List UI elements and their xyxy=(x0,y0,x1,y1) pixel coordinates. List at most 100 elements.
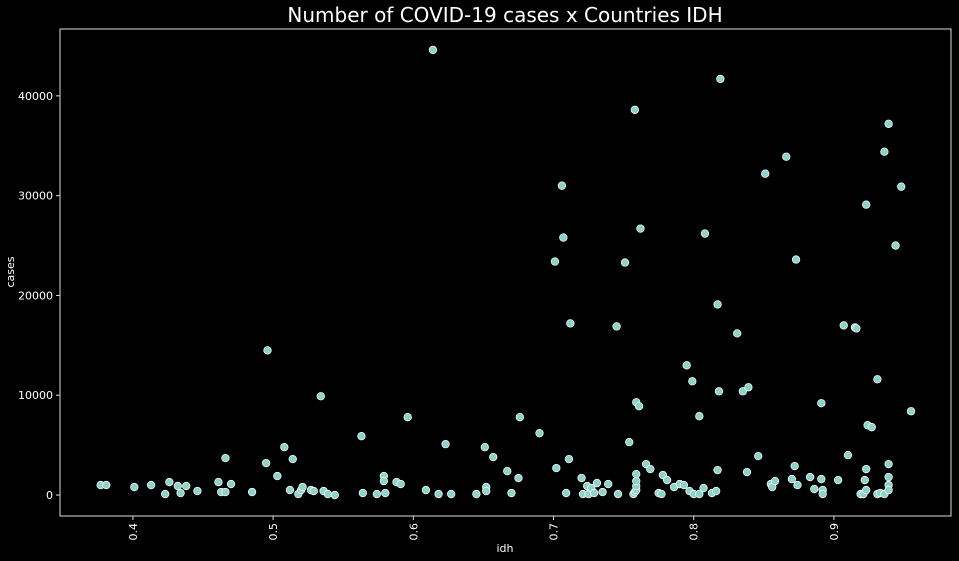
point xyxy=(695,412,704,421)
point xyxy=(688,377,697,386)
point xyxy=(862,200,871,209)
point xyxy=(428,45,438,55)
point xyxy=(421,485,431,495)
point xyxy=(592,478,602,488)
point xyxy=(790,461,799,471)
point xyxy=(396,479,405,489)
point xyxy=(714,387,724,396)
point xyxy=(130,482,139,492)
point xyxy=(515,413,525,422)
point xyxy=(514,473,523,483)
point xyxy=(682,361,691,370)
x-tick-label: 0.5 xyxy=(267,523,280,541)
point xyxy=(535,429,544,438)
point xyxy=(214,477,223,487)
point xyxy=(577,473,586,483)
point xyxy=(867,423,876,432)
point xyxy=(884,472,893,482)
point xyxy=(679,480,689,490)
point xyxy=(557,181,567,190)
point xyxy=(810,484,819,494)
point xyxy=(263,346,272,355)
point xyxy=(507,488,516,498)
point xyxy=(176,488,185,498)
point xyxy=(630,105,639,114)
point xyxy=(472,489,481,499)
point xyxy=(273,471,282,481)
point xyxy=(906,407,916,416)
x-tick-label: 0.9 xyxy=(828,523,841,541)
point xyxy=(146,480,156,490)
point xyxy=(761,169,770,178)
point xyxy=(552,463,561,473)
point xyxy=(818,489,827,499)
point xyxy=(862,485,871,495)
point xyxy=(699,483,708,493)
point xyxy=(193,486,202,496)
point xyxy=(782,152,791,161)
point xyxy=(482,486,491,496)
point xyxy=(733,329,742,338)
y-tick-label: 20000 xyxy=(18,289,53,302)
point xyxy=(833,475,843,485)
point xyxy=(657,489,666,499)
point xyxy=(285,485,295,495)
point xyxy=(503,466,512,476)
y-axis-label: cases xyxy=(4,256,17,287)
point xyxy=(632,476,641,486)
y-tick-label: 40000 xyxy=(18,90,53,103)
point xyxy=(559,233,568,242)
point xyxy=(221,453,230,463)
point xyxy=(713,465,722,475)
point xyxy=(434,489,443,499)
x-tick-label: 0.8 xyxy=(688,523,701,541)
point xyxy=(897,182,906,191)
point xyxy=(817,474,826,484)
point xyxy=(372,489,382,499)
y-tick-label: 0 xyxy=(46,489,53,502)
point xyxy=(561,488,571,498)
point xyxy=(884,485,893,495)
point xyxy=(288,454,297,464)
point xyxy=(381,488,390,498)
point xyxy=(357,432,366,441)
point xyxy=(862,464,871,474)
point xyxy=(791,255,801,264)
point xyxy=(880,147,889,156)
point xyxy=(843,450,853,460)
point xyxy=(744,383,753,392)
point xyxy=(716,74,725,84)
point xyxy=(173,481,182,491)
point xyxy=(550,257,560,266)
point xyxy=(379,476,389,486)
point xyxy=(161,489,170,499)
point xyxy=(613,489,623,499)
point xyxy=(309,486,318,496)
point xyxy=(182,481,191,491)
point xyxy=(884,119,893,128)
point xyxy=(839,321,848,330)
point xyxy=(590,488,599,498)
point xyxy=(280,442,289,452)
point xyxy=(742,467,752,477)
x-tick-label: 0.4 xyxy=(127,523,140,541)
point xyxy=(770,476,780,486)
point xyxy=(860,475,869,485)
point xyxy=(604,479,613,489)
point xyxy=(793,480,802,490)
point xyxy=(625,438,634,447)
x-tick-label: 0.6 xyxy=(407,523,420,541)
y-tick-label: 30000 xyxy=(18,190,53,203)
point xyxy=(754,451,763,461)
point xyxy=(447,489,456,499)
point xyxy=(873,375,882,384)
point xyxy=(316,392,325,401)
y-tick-label: 10000 xyxy=(18,389,53,402)
point xyxy=(330,490,339,500)
point xyxy=(489,452,498,462)
point xyxy=(738,387,747,396)
point xyxy=(632,469,641,479)
point xyxy=(700,229,710,238)
